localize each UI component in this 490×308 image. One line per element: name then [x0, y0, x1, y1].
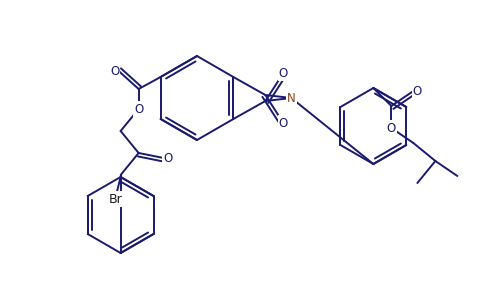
- Text: O: O: [163, 152, 172, 164]
- Text: O: O: [279, 67, 288, 79]
- Text: O: O: [413, 84, 422, 98]
- Text: O: O: [110, 64, 119, 78]
- Text: O: O: [387, 121, 396, 135]
- Text: O: O: [134, 103, 143, 116]
- Text: O: O: [279, 116, 288, 129]
- Text: N: N: [287, 91, 296, 104]
- Text: Br: Br: [109, 192, 122, 205]
